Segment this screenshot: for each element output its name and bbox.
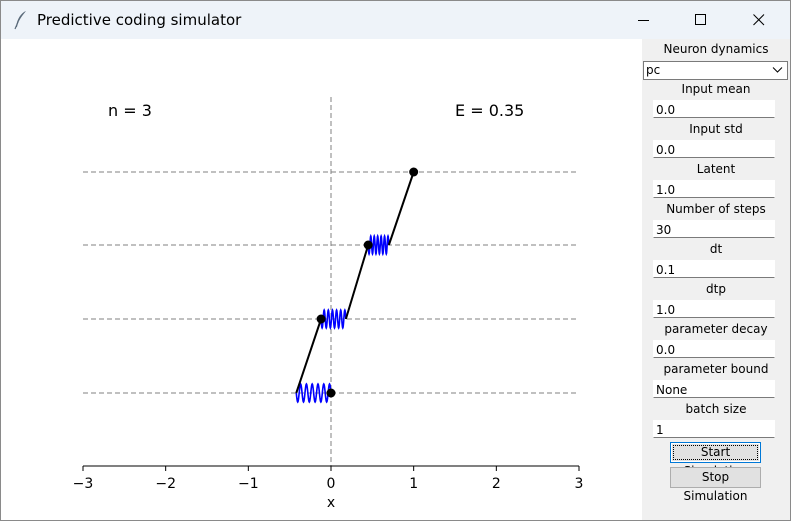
batch-size-label: batch size — [685, 402, 747, 416]
input-mean-label: Input mean — [681, 82, 751, 96]
latent-field[interactable]: 1.0 — [653, 180, 775, 198]
close-icon — [753, 14, 765, 26]
node-0 — [326, 388, 336, 398]
simulation-canvas: n = 3 E = 0.35 −3 −2 −1 0 1 2 3 x — [1, 39, 642, 520]
minimize-button[interactable] — [621, 1, 667, 39]
link-2 — [387, 171, 415, 246]
dtp-field[interactable]: 1.0 — [653, 300, 775, 318]
start-simulation-button[interactable]: Start Simulation — [670, 442, 761, 478]
x-tick-label: 1 — [409, 476, 418, 492]
spring-0 — [295, 382, 332, 404]
input-std-field[interactable]: 0.0 — [653, 140, 775, 158]
control-panel: Neuron dynamics pc Input mean 0.0 Input … — [642, 39, 790, 520]
chevron-down-icon — [772, 67, 783, 73]
x-tick-label: 0 — [327, 476, 336, 492]
node-3 — [409, 167, 419, 177]
nodes — [316, 167, 419, 398]
close-button[interactable] — [736, 1, 782, 39]
link-1 — [344, 244, 370, 320]
x-ticks: −3 −2 −1 0 1 2 3 — [73, 466, 584, 492]
neuron-dynamics-label: Neuron dynamics — [663, 42, 769, 56]
dtp-label: dtp — [706, 282, 726, 296]
x-tick-label: −2 — [155, 476, 176, 492]
latent-label: Latent — [696, 162, 736, 176]
input-mean-field[interactable]: 0.0 — [653, 100, 775, 118]
number-of-steps-field[interactable]: 30 — [653, 220, 775, 238]
maximize-button[interactable] — [678, 1, 724, 39]
link-0 — [295, 318, 323, 394]
x-tick-label: −3 — [73, 476, 94, 492]
batch-size-field[interactable]: 1 — [653, 420, 775, 438]
title-bar[interactable]: Predictive coding simulator — [1, 1, 790, 39]
input-std-label: Input std — [689, 122, 743, 136]
dt-field[interactable]: 0.1 — [653, 260, 775, 278]
node-1 — [316, 314, 326, 324]
number-of-steps-label: Number of steps — [666, 202, 766, 216]
stop-simulation-button[interactable]: Stop Simulation — [670, 467, 761, 503]
minimize-icon — [638, 20, 649, 21]
neuron-dynamics-select[interactable]: pc — [643, 61, 788, 80]
parameter-bound-field[interactable]: None — [653, 380, 775, 398]
node-2 — [363, 240, 373, 250]
dt-label: dt — [709, 242, 723, 256]
neuron-dynamics-value: pc — [646, 63, 661, 77]
x-tick-label: 2 — [492, 476, 501, 492]
node-links — [295, 171, 415, 394]
parameter-bound-label: parameter bound — [663, 362, 769, 376]
feather-icon — [14, 11, 26, 30]
x-tick-label: −1 — [238, 476, 259, 492]
window-title: Predictive coding simulator — [37, 11, 242, 29]
simulation-plot: n = 3 E = 0.35 −3 −2 −1 0 1 2 3 x — [73, 97, 584, 511]
energy-label: E = 0.35 — [455, 101, 524, 120]
parameter-decay-field[interactable]: 0.0 — [653, 340, 775, 358]
maximize-icon — [695, 14, 706, 25]
x-axis-label: x — [327, 495, 335, 511]
x-tick-label: 3 — [575, 476, 584, 492]
parameter-decay-label: parameter decay — [664, 322, 768, 336]
n-label: n = 3 — [108, 101, 152, 120]
